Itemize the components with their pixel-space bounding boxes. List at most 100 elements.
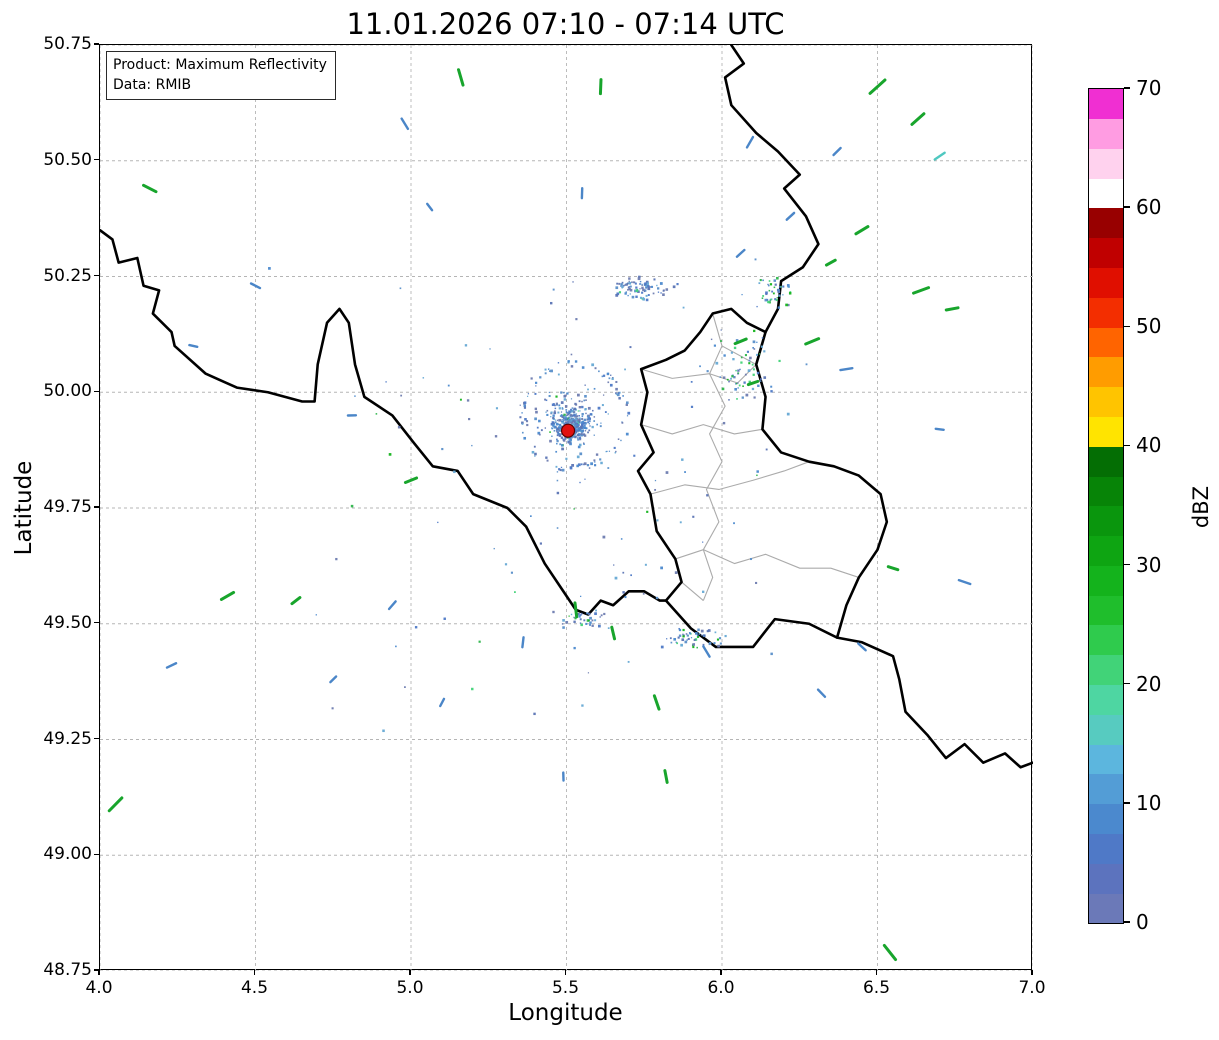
echo-pixel (556, 527, 559, 529)
echo-pixel (534, 452, 537, 456)
echo-pixel (519, 416, 522, 419)
echo-streak (824, 258, 837, 267)
echo-pixel (645, 286, 648, 289)
echo-pixel (554, 410, 556, 412)
echo-pixel (574, 424, 577, 427)
echo-pixel (770, 652, 773, 656)
echo-pixel (447, 384, 450, 387)
echo-pixel (778, 294, 781, 297)
echo-pixel (563, 398, 567, 401)
echo-pixel (782, 285, 785, 288)
echo-pixel (650, 285, 654, 288)
echo-pixel (575, 418, 578, 421)
map-plot-area (99, 44, 1033, 971)
echo-pixel (583, 434, 587, 437)
echo-streak (745, 135, 755, 149)
x-tick-mark (409, 970, 411, 975)
echo-pixel (739, 368, 741, 371)
echo-pixel (607, 627, 610, 630)
echo-pixel (689, 632, 692, 635)
echo-pixel (642, 288, 645, 292)
colorbar-segment (1089, 88, 1123, 120)
echo-pixel (602, 374, 606, 377)
y-tick-mark (94, 390, 99, 392)
echo-pixel (583, 399, 586, 402)
echo-pixel (629, 346, 632, 349)
echo-pixel (624, 283, 627, 286)
echo-pixel (632, 281, 635, 284)
colorbar-segment (1089, 833, 1123, 864)
echo-pixel (570, 439, 573, 441)
echo-pixel (557, 426, 560, 429)
colorbar-segment (1089, 743, 1123, 775)
echo-pixel (713, 344, 717, 347)
echo-pixel (630, 574, 632, 577)
echo-pixel (765, 448, 768, 451)
echo-pixel (740, 356, 743, 359)
echo-pixel (608, 377, 611, 380)
echo-pixel (747, 369, 751, 372)
echo-pixel (702, 643, 705, 646)
echo-pixel (441, 447, 444, 451)
echo-pixel (535, 410, 538, 414)
echo-pixel (748, 380, 751, 384)
echo-pixel (618, 391, 621, 394)
echo-pixel (626, 401, 629, 405)
admin-boundary (721, 345, 757, 365)
echo-pixel (554, 421, 557, 424)
echo-pixel (627, 660, 630, 663)
x-tick-mark (720, 970, 722, 975)
echo-pixel (565, 414, 568, 417)
echo-pixel (594, 619, 597, 622)
echo-pixel (609, 383, 613, 387)
echo-pixel (618, 397, 621, 400)
colorbar-tick-label: 30 (1136, 552, 1162, 577)
echo-pixel (570, 613, 573, 616)
echo-pixel (768, 301, 771, 304)
echo-pixel (571, 407, 574, 409)
echo-streak (165, 662, 178, 669)
echo-pixel (616, 292, 620, 296)
echo-pixel (730, 377, 732, 380)
echo-pixel (741, 293, 743, 296)
x-tick-label: 4.0 (85, 978, 113, 998)
echo-pixel (615, 380, 618, 383)
echo-pixel (558, 423, 560, 426)
echo-pixel (740, 361, 743, 364)
echo-pixel (744, 354, 748, 357)
country-border (723, 45, 820, 334)
echo-streak (886, 565, 900, 572)
echo-pixel (554, 419, 557, 421)
echo-pixel (733, 376, 736, 378)
echo-pixel (559, 415, 562, 417)
y-tick-mark (94, 506, 99, 508)
echo-pixel (584, 422, 587, 425)
echo-pixel (525, 420, 529, 423)
echo-pixel (626, 415, 629, 417)
echo-pixel (572, 435, 574, 438)
echo-pixel (586, 619, 590, 622)
echo-pixel (573, 413, 576, 417)
echo-pixel (595, 609, 597, 612)
echo-pixel (523, 436, 527, 440)
echo-pixel (589, 425, 591, 427)
echo-pixel (568, 412, 571, 415)
echo-pixel (686, 639, 688, 641)
echo-pixel (575, 403, 578, 406)
colorbar-segment (1089, 535, 1123, 566)
echo-pixel (600, 422, 602, 424)
echo-pixel (669, 637, 672, 640)
echo-pixel (589, 616, 592, 620)
echo-pixel (682, 306, 685, 309)
echo-pixel (737, 382, 739, 384)
echo-pixel (581, 412, 584, 416)
y-tick-label: 50.75 (43, 34, 92, 54)
echo-pixel (569, 414, 573, 417)
echo-pixel (570, 408, 572, 411)
echo-pixel (576, 437, 579, 439)
echo-pixel (521, 412, 523, 414)
echo-pixel (552, 416, 555, 420)
echo-pixel (551, 403, 555, 407)
echo-pixel (615, 286, 619, 290)
admin-boundary (702, 313, 726, 601)
